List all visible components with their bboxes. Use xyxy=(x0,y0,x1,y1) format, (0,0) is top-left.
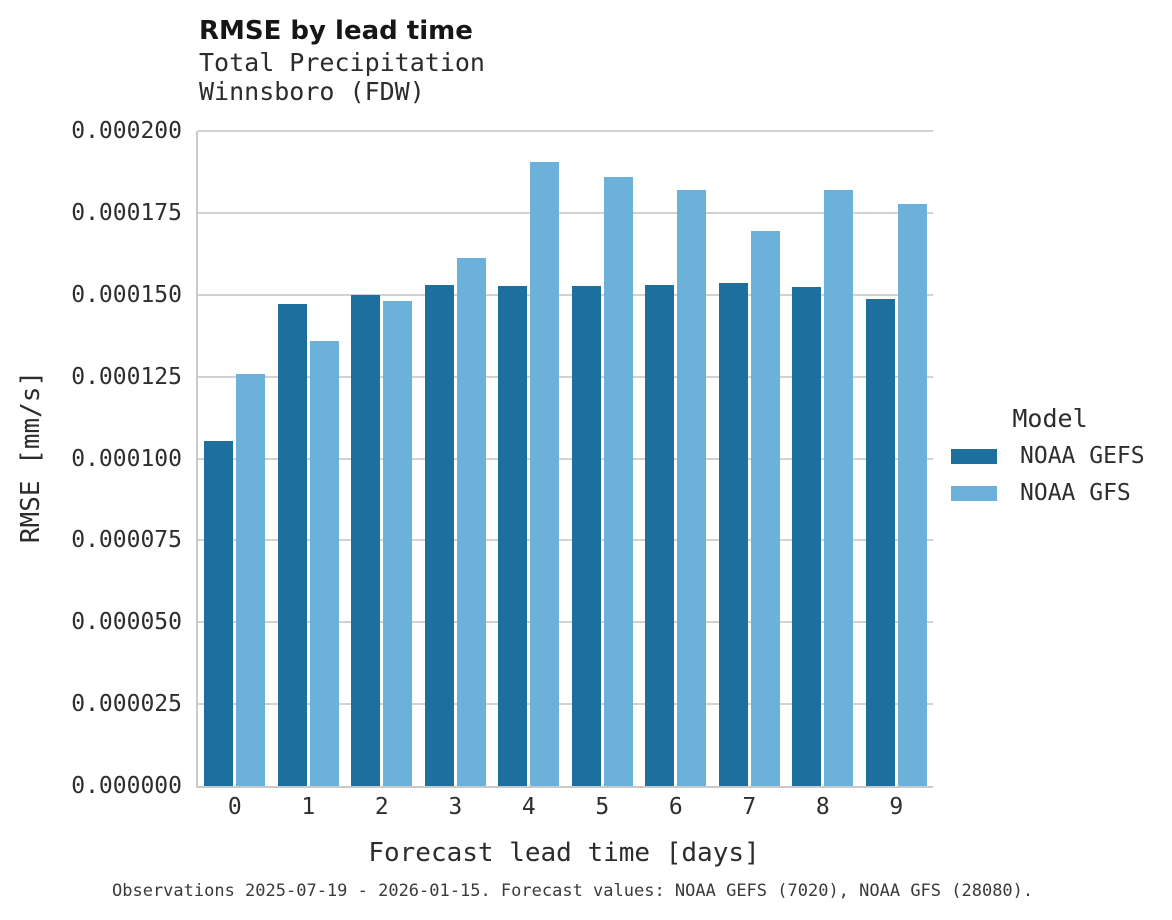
bar-noaa-gfs-day-4 xyxy=(530,162,560,786)
bar-group-day-0 xyxy=(198,131,272,786)
gridline xyxy=(198,703,933,706)
y-axis-tick-label: 0.000100 xyxy=(71,445,182,472)
bar-noaa-gfs-day-7 xyxy=(750,231,780,786)
bar-noaa-gfs-day-8 xyxy=(824,189,854,786)
legend-label-noaa-gfs: NOAA GFS xyxy=(1020,480,1131,506)
chart-subtitle-variable: Total Precipitation xyxy=(199,48,485,77)
chart-subtitle-location: Winnsboro (FDW) xyxy=(199,77,425,106)
legend: Model NOAA GEFS NOAA GFS xyxy=(944,404,1156,517)
x-axis-tick-label: 1 xyxy=(301,794,316,820)
bar-group-day-6 xyxy=(639,131,713,786)
x-axis-tick-labels: 0 1 2 3 4 5 6 7 8 9 xyxy=(198,794,933,820)
bar-group-day-3 xyxy=(419,131,493,786)
gridline xyxy=(198,211,933,214)
y-axis-tick-label: 0.000150 xyxy=(71,281,182,308)
noaa-gefs-color-swatch-icon xyxy=(951,448,997,464)
x-axis-title: Forecast lead time [days] xyxy=(368,838,760,868)
bar-noaa-gfs-day-6 xyxy=(677,190,707,786)
bar-group-day-1 xyxy=(272,131,346,786)
bar-noaa-gfs-day-3 xyxy=(456,257,486,786)
plot-area: 0.000000 0.000025 0.000050 0.000075 0.000100… xyxy=(71,118,933,820)
bar-noaa-gefs-day-5 xyxy=(571,285,601,786)
legend-entry-noaa-gfs: NOAA GFS xyxy=(944,480,1156,506)
y-axis-tick-label: 0.000125 xyxy=(71,363,182,390)
bar-noaa-gefs-day-4 xyxy=(498,285,528,786)
gridline xyxy=(198,130,933,132)
x-axis-tick-label: 9 xyxy=(889,794,904,820)
x-axis-tick-label: 6 xyxy=(668,794,683,820)
bars-layer xyxy=(198,131,933,786)
bar-noaa-gefs-day-6 xyxy=(645,284,675,786)
bar-group-day-7 xyxy=(713,131,787,786)
footnote-caption: Observations 2025-07-19 - 2026-01-15. Fo… xyxy=(112,881,1034,901)
bar-group-day-9 xyxy=(860,131,934,786)
bar-noaa-gefs-day-9 xyxy=(865,299,895,786)
bar-noaa-gefs-day-3 xyxy=(424,284,454,786)
bar-noaa-gfs-day-9 xyxy=(897,204,927,786)
y-axis-tick-label: 0.000000 xyxy=(71,773,182,799)
x-axis-tick-label: 5 xyxy=(595,794,610,820)
y-axis-tick-label: 0.000175 xyxy=(71,199,182,226)
title-block: RMSE by lead time Total Precipitation Wi… xyxy=(199,14,485,106)
bar-noaa-gfs-day-1 xyxy=(309,340,339,786)
y-axis-tick-label: 0.000200 xyxy=(71,118,182,144)
gridline xyxy=(198,375,933,378)
gridline xyxy=(198,293,933,296)
x-axis-tick-label: 8 xyxy=(815,794,830,820)
y-axis-tick-label: 0.000025 xyxy=(71,691,182,718)
gridline xyxy=(198,621,933,624)
bar-noaa-gefs-day-8 xyxy=(792,287,822,786)
legend-entry-noaa-gefs: NOAA GEFS xyxy=(944,443,1156,469)
bar-group-day-4 xyxy=(492,131,566,786)
x-axis-tick-label: 4 xyxy=(521,794,536,820)
gridline xyxy=(198,457,933,460)
legend-title: Model xyxy=(1012,404,1088,433)
bar-noaa-gfs-day-5 xyxy=(603,176,633,786)
bar-group-day-2 xyxy=(345,131,419,786)
noaa-gfs-color-swatch-icon xyxy=(951,485,997,501)
bar-noaa-gfs-day-2 xyxy=(383,301,413,786)
x-axis-tick-label: 7 xyxy=(742,794,757,820)
bar-noaa-gefs-day-1 xyxy=(277,303,307,786)
legend-label-noaa-gefs: NOAA GEFS xyxy=(1020,443,1145,469)
chart-title: RMSE by lead time xyxy=(199,16,473,46)
bar-noaa-gefs-day-2 xyxy=(351,295,381,786)
x-axis-tick-label: 0 xyxy=(227,794,242,820)
bar-group-day-8 xyxy=(786,131,860,786)
bar-group-day-5 xyxy=(566,131,640,786)
y-axis-tick-label: 0.000050 xyxy=(71,609,182,636)
bar-noaa-gefs-day-0 xyxy=(204,441,234,786)
bar-noaa-gefs-day-7 xyxy=(718,283,748,786)
x-axis-tick-label: 3 xyxy=(448,794,463,820)
y-axis-title: RMSE [mm/s] xyxy=(16,370,46,544)
x-axis-tick-label: 2 xyxy=(374,794,389,820)
gridline xyxy=(198,539,933,542)
bar-noaa-gfs-day-0 xyxy=(236,373,266,786)
y-axis-tick-label: 0.000075 xyxy=(71,527,182,554)
